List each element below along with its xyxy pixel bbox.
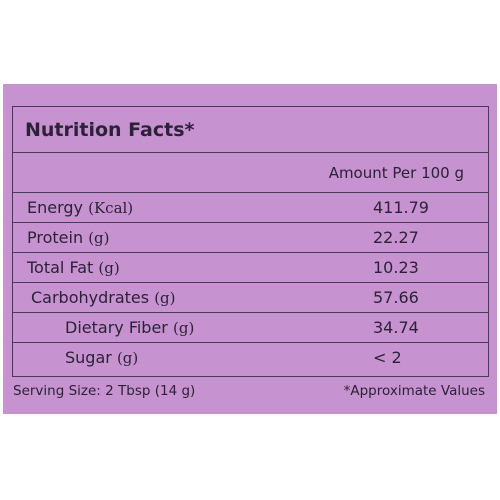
- table-row: Sugar (g) < 2: [13, 343, 488, 376]
- table-row: Carbohydrates (g) 57.66: [13, 283, 488, 313]
- nutrient-value: 22.27: [373, 228, 419, 247]
- nutrition-panel: Nutrition Facts* Amount Per 100 g Energy…: [3, 84, 497, 414]
- nutrient-value: 34.74: [373, 318, 419, 337]
- nutrient-value: 10.23: [373, 258, 419, 277]
- serving-size: Serving Size: 2 Tbsp (14 g): [13, 383, 196, 399]
- column-header-row: Amount Per 100 g: [13, 153, 488, 193]
- table-row: Protein (g) 22.27: [13, 223, 488, 253]
- nutrient-value: 57.66: [373, 288, 419, 307]
- table-title: Nutrition Facts*: [13, 107, 488, 153]
- nutrient-label: Dietary Fiber (g): [65, 318, 195, 337]
- table-row: Total Fat (g) 10.23: [13, 253, 488, 283]
- nutrient-value: < 2: [373, 348, 402, 367]
- nutrient-label: Total Fat (g): [27, 258, 120, 277]
- nutrient-value: 411.79: [373, 198, 429, 217]
- nutrient-label: Protein (g): [27, 228, 110, 247]
- nutrient-label: Carbohydrates (g): [31, 288, 176, 307]
- nutrient-label: Sugar (g): [65, 348, 139, 367]
- approximate-note: *Approximate Values: [343, 383, 485, 399]
- amount-header: Amount Per 100 g: [328, 164, 464, 182]
- table-row: Dietary Fiber (g) 34.74: [13, 313, 488, 343]
- table-row: Energy (Kcal) 411.79: [13, 193, 488, 223]
- nutrition-table: Nutrition Facts* Amount Per 100 g Energy…: [12, 106, 489, 377]
- nutrient-label: Energy (Kcal): [27, 198, 134, 217]
